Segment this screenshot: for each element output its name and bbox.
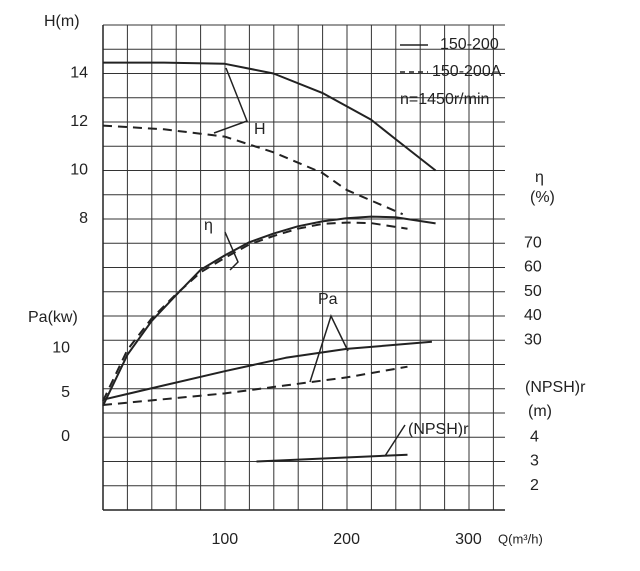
dashed-curve [102, 365, 408, 406]
y-tick-label: 60 [524, 259, 542, 276]
legend-label: 150-200 [440, 36, 499, 53]
y-axis-label: (NPSH)r [525, 379, 586, 396]
y-tick-label: 4 [530, 428, 539, 445]
pointer [224, 231, 239, 271]
y-tick-label: 14 [70, 65, 88, 82]
y-tick-label: 12 [70, 113, 88, 130]
y-axis-unit: (m) [528, 403, 552, 420]
annotation: η [204, 217, 213, 234]
legend-label: 150-200A [432, 63, 502, 80]
x-tick-label: 200 [333, 531, 360, 548]
y-tick-label: 10 [70, 162, 88, 179]
annotation: Pa [318, 291, 338, 308]
pointer [213, 67, 248, 134]
y-tick-label: 30 [524, 331, 542, 348]
dashed-curve [102, 221, 408, 402]
annotation: H [254, 121, 266, 138]
y-tick-label: 8 [79, 210, 88, 227]
annotation: (NPSH)r [408, 421, 469, 438]
y-tick-label: 3 [530, 453, 539, 470]
y-axis-label: H(m) [44, 13, 80, 30]
dashed-curve [102, 124, 404, 216]
y-axis-label: Pa(kw) [28, 309, 78, 326]
x-axis-label: Q(m³/h) [498, 531, 543, 546]
solid-curve [256, 453, 408, 463]
y-tick-label: 70 [524, 234, 542, 251]
grid [102, 24, 505, 511]
y-tick-label: 5 [61, 384, 70, 401]
y-axis-unit: (%) [530, 189, 555, 206]
y-tick-label: 2 [530, 477, 539, 494]
y-tick-label: 40 [524, 307, 542, 324]
solid-curve [102, 340, 432, 401]
solid-curve [103, 61, 437, 172]
x-tick-label: 100 [211, 531, 238, 548]
pointer [309, 313, 349, 383]
y-tick-label: 10 [52, 339, 70, 356]
x-tick-label: 300 [455, 531, 482, 548]
y-axis-label: η [535, 169, 544, 186]
y-tick-label: 50 [524, 283, 542, 300]
pointer [384, 424, 406, 457]
y-tick-label: 0 [61, 428, 70, 445]
solid-curve [102, 215, 436, 407]
speed-note: n=1450r/min [400, 91, 489, 108]
